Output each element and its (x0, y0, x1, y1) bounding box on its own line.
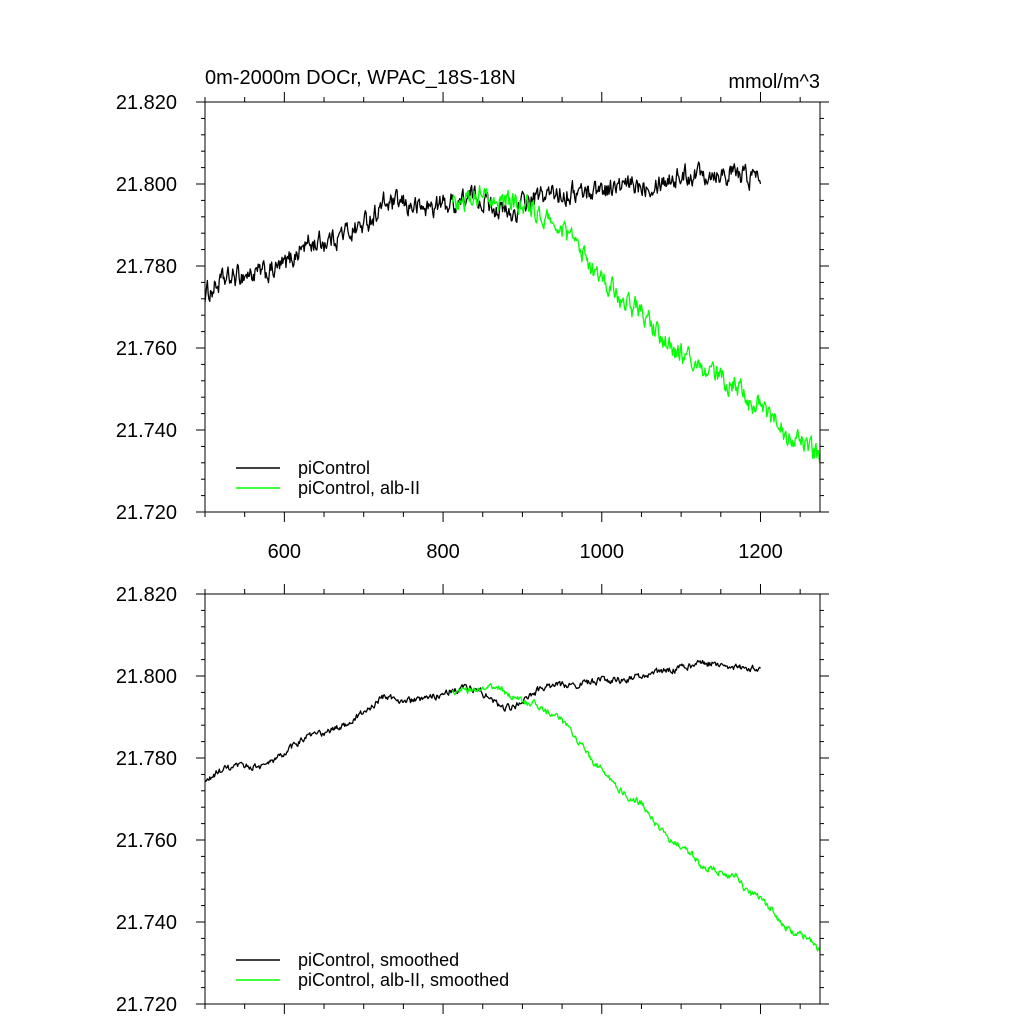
y-tick-label: 21.740 (116, 912, 177, 934)
legend-label: piControl (298, 458, 370, 478)
series-line-alb-ii (451, 682, 820, 952)
y-tick-label: 21.760 (116, 338, 177, 360)
series-lines (205, 659, 820, 952)
x-tick-label: 1200 (738, 541, 783, 563)
plot-frame (204, 101, 821, 513)
y-tick-label: 21.820 (116, 92, 177, 114)
series-line-picontrol (205, 161, 762, 303)
legend-label: piControl, smoothed (298, 950, 459, 970)
x-tick-label: 600 (268, 541, 301, 563)
y-tick-label: 21.740 (116, 420, 177, 442)
legend-label: piControl, alb-II (298, 478, 420, 498)
legend-label: piControl, alb-II, smoothed (298, 970, 509, 990)
y-tick-label: 21.720 (116, 502, 177, 524)
y-tick-label: 21.800 (116, 666, 177, 688)
top-panel: 0m-2000m DOCr, WPAC_18S-18N mmol/m^3 21.… (116, 67, 829, 563)
y-tick-label: 21.820 (116, 584, 177, 606)
bottom-panel: 21.720 21.740 21.760 21.780 21.800 21.820 piCo… (116, 584, 829, 1016)
plot-frame (204, 593, 821, 1005)
y-tick-label: 21.780 (116, 256, 177, 278)
series-line-alb-ii (451, 185, 820, 464)
y-tick-label: 21.760 (116, 830, 177, 852)
y-tick-label: 21.720 (116, 994, 177, 1016)
x-tick-label: 800 (426, 541, 459, 563)
y-tick-label: 21.780 (116, 748, 177, 770)
series-line-picontrol (205, 659, 761, 782)
chart-title: 0m-2000m DOCr, WPAC_18S-18N (205, 67, 516, 89)
series-lines (205, 161, 820, 464)
y-tick-label: 21.800 (116, 174, 177, 196)
units-label: mmol/m^3 (728, 71, 820, 93)
x-tick-label: 1000 (580, 541, 625, 563)
